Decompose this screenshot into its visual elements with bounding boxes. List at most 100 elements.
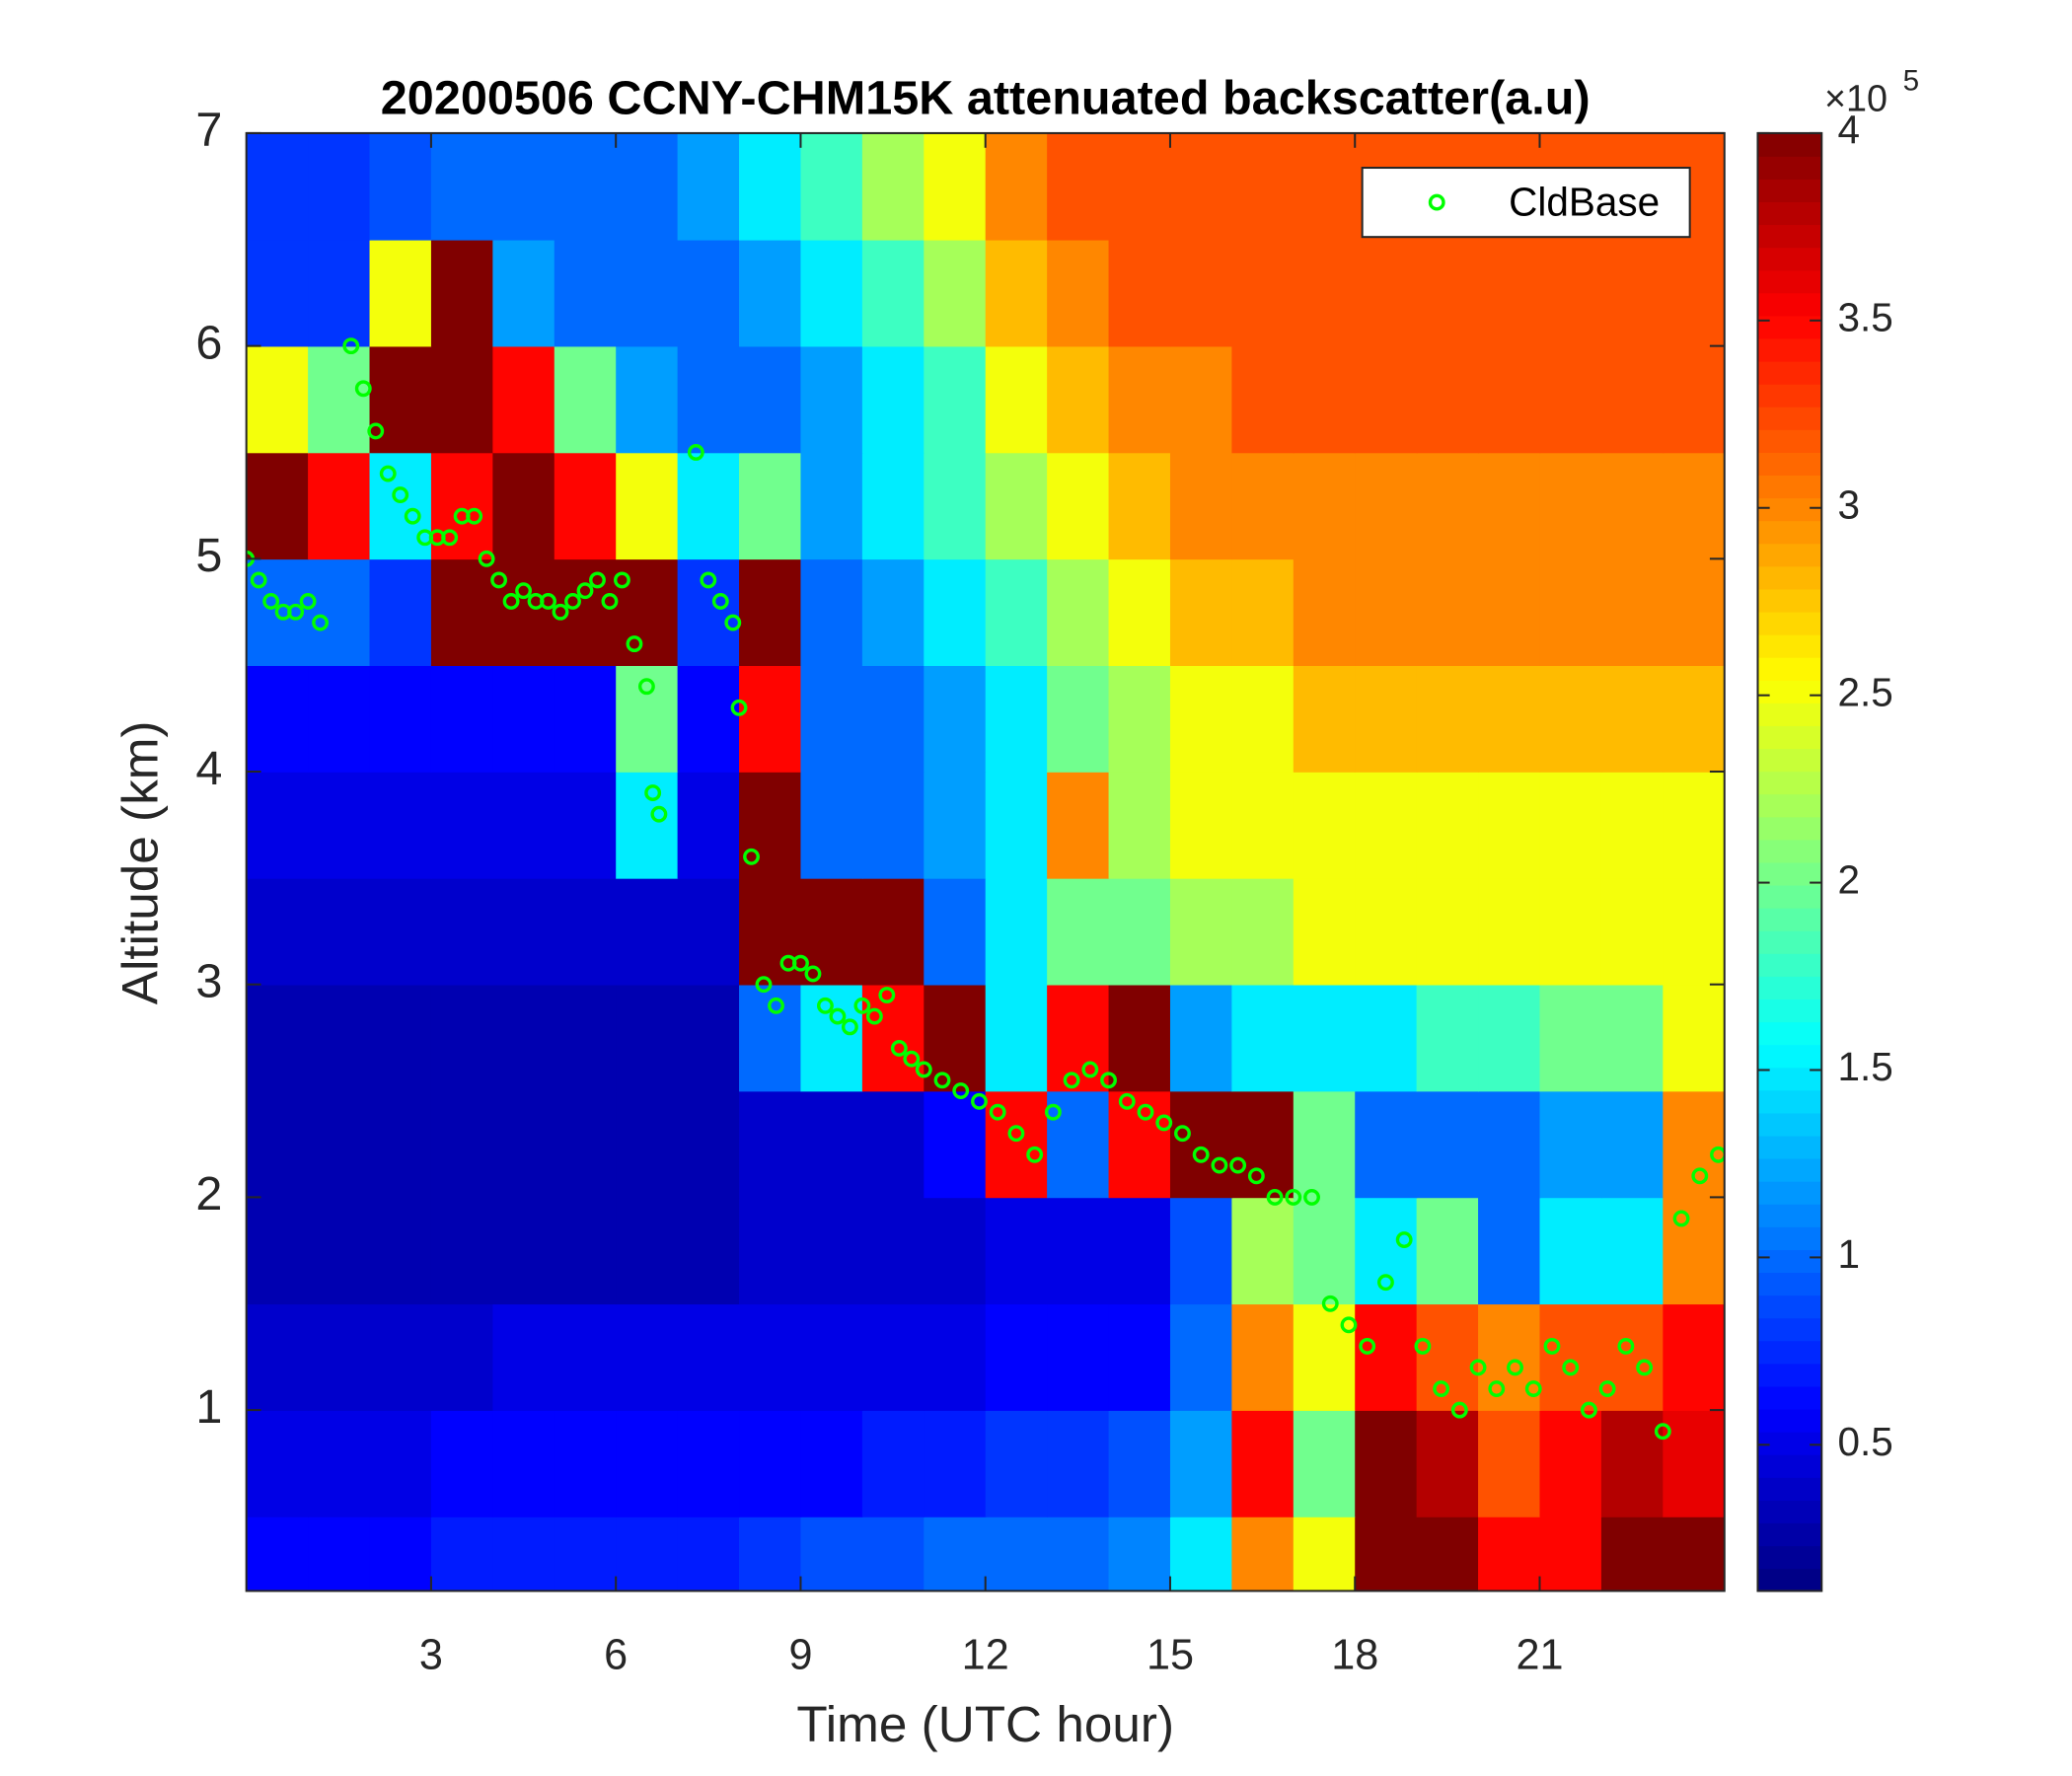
heatmap-cell <box>246 345 309 454</box>
heatmap-cell <box>1047 452 1110 560</box>
cloud-base-point <box>1395 1231 1413 1248</box>
heatmap-cell <box>1231 1303 1295 1411</box>
heatmap-cell <box>1539 1303 1602 1411</box>
heatmap-cell <box>369 877 432 986</box>
colorbar-step <box>1757 383 1822 407</box>
colorbar-step <box>1757 748 1822 773</box>
heatmap-cell <box>924 772 987 879</box>
heatmap-cell <box>1047 877 1110 986</box>
cloud-base-point <box>626 635 643 653</box>
heatmap-cell <box>924 132 987 241</box>
heatmap-cell <box>1416 772 1479 879</box>
colorbar-step <box>1757 224 1822 249</box>
heatmap-cell <box>308 1090 371 1199</box>
heatmap-cell <box>985 1090 1048 1199</box>
heatmap-cell <box>1108 772 1171 879</box>
y-tick-label: 2 <box>195 1167 222 1221</box>
heatmap-cell <box>1600 1410 1665 1517</box>
heatmap-cell <box>616 665 679 773</box>
heatmap-cell <box>308 1303 371 1411</box>
colorbar-step <box>1757 337 1822 362</box>
heatmap-cell <box>800 452 863 560</box>
heatmap-cell <box>1355 239 1418 347</box>
cloud-base-point <box>614 571 630 589</box>
heatmap-cell <box>1231 452 1295 560</box>
colorbar-step <box>1757 475 1822 499</box>
heatmap-cell <box>492 239 555 347</box>
heatmap-cell <box>924 984 987 1092</box>
colorbar-tick-label: 2 <box>1837 856 1860 902</box>
heatmap-cell <box>1663 345 1725 454</box>
cloud-base-point <box>540 593 556 610</box>
heatmap-cell <box>1293 239 1357 347</box>
heatmap-cell <box>739 1090 802 1199</box>
heatmap-cell <box>246 665 309 773</box>
heatmap-cell <box>1293 452 1357 560</box>
heatmap-cell <box>554 984 618 1092</box>
heatmap-cell <box>1047 984 1110 1092</box>
cloud-base-point <box>1155 1114 1173 1132</box>
heatmap-cell <box>1355 984 1418 1092</box>
heatmap-cell <box>1663 772 1725 879</box>
cloud-base-point <box>1137 1103 1154 1121</box>
heatmap-cell <box>1416 877 1479 986</box>
heatmap-cell <box>677 1303 740 1411</box>
colorbar-step <box>1757 656 1822 681</box>
cloud-base-point <box>724 614 742 631</box>
heatmap-cell <box>616 1303 679 1411</box>
cloud-base-point <box>1654 1423 1671 1441</box>
heatmap-cell <box>1169 877 1233 986</box>
heatmap-cell <box>430 877 494 986</box>
heatmap-cell <box>861 665 925 773</box>
y-tick-label: 4 <box>195 742 222 795</box>
heatmap-cell <box>985 665 1048 773</box>
cloud-base-point <box>1044 1103 1062 1121</box>
cloud-base-point <box>1672 1210 1690 1227</box>
cloud-base-point <box>287 603 305 621</box>
heatmap-cell <box>985 345 1048 454</box>
heatmap-cell <box>430 1197 494 1305</box>
heatmap-cell <box>1478 1516 1541 1591</box>
cloud-base-point <box>515 582 533 600</box>
heatmap-cell <box>1108 132 1171 241</box>
cloud-base-point <box>1359 1337 1376 1355</box>
heatmap-cell <box>861 1197 925 1305</box>
heatmap-cell <box>1355 877 1418 986</box>
cloud-base-point <box>903 1050 921 1068</box>
heatmap-cell <box>739 239 802 347</box>
heatmap-cell <box>1293 877 1357 986</box>
colorbar-step <box>1757 520 1822 545</box>
heatmap-cell <box>1600 1197 1665 1305</box>
heatmap-cell <box>861 239 925 347</box>
heatmap-cell <box>492 1197 555 1305</box>
heatmap-cell <box>554 1090 618 1199</box>
cloud-base-point <box>829 1007 847 1025</box>
heatmap-cell <box>308 239 371 347</box>
cloud-base-point <box>1100 1072 1117 1089</box>
cloud-base-point <box>711 593 729 610</box>
cloud-base-point <box>1063 1072 1080 1089</box>
x-axis-label: Time (UTC hour) <box>796 1696 1174 1752</box>
heatmap-cell <box>554 1197 618 1305</box>
colorbar-step <box>1757 1500 1822 1523</box>
colorbar-step <box>1757 315 1822 339</box>
cloud-base-point <box>989 1103 1006 1121</box>
cloud-base-point <box>1229 1156 1247 1174</box>
heatmap-cell <box>739 1303 802 1411</box>
cloud-base-point <box>804 965 822 983</box>
heatmap-cell <box>1293 665 1357 773</box>
heatmap-cell <box>1600 1516 1665 1591</box>
heatmap-cell <box>616 1410 679 1517</box>
cloud-base-point <box>971 1092 988 1110</box>
heatmap-cell <box>1600 1090 1665 1199</box>
heatmap-cell <box>369 1410 432 1517</box>
scatter-layer <box>246 337 1725 1441</box>
heatmap-cell <box>430 1090 494 1199</box>
cloud-base-point <box>342 337 360 355</box>
heatmap-cell <box>616 1516 679 1591</box>
colorbar-step <box>1757 360 1822 385</box>
heatmap-cell <box>1663 984 1725 1092</box>
heatmap-cell <box>369 665 432 773</box>
heatmap-cell <box>861 452 925 560</box>
heatmap-cell <box>1231 239 1295 347</box>
